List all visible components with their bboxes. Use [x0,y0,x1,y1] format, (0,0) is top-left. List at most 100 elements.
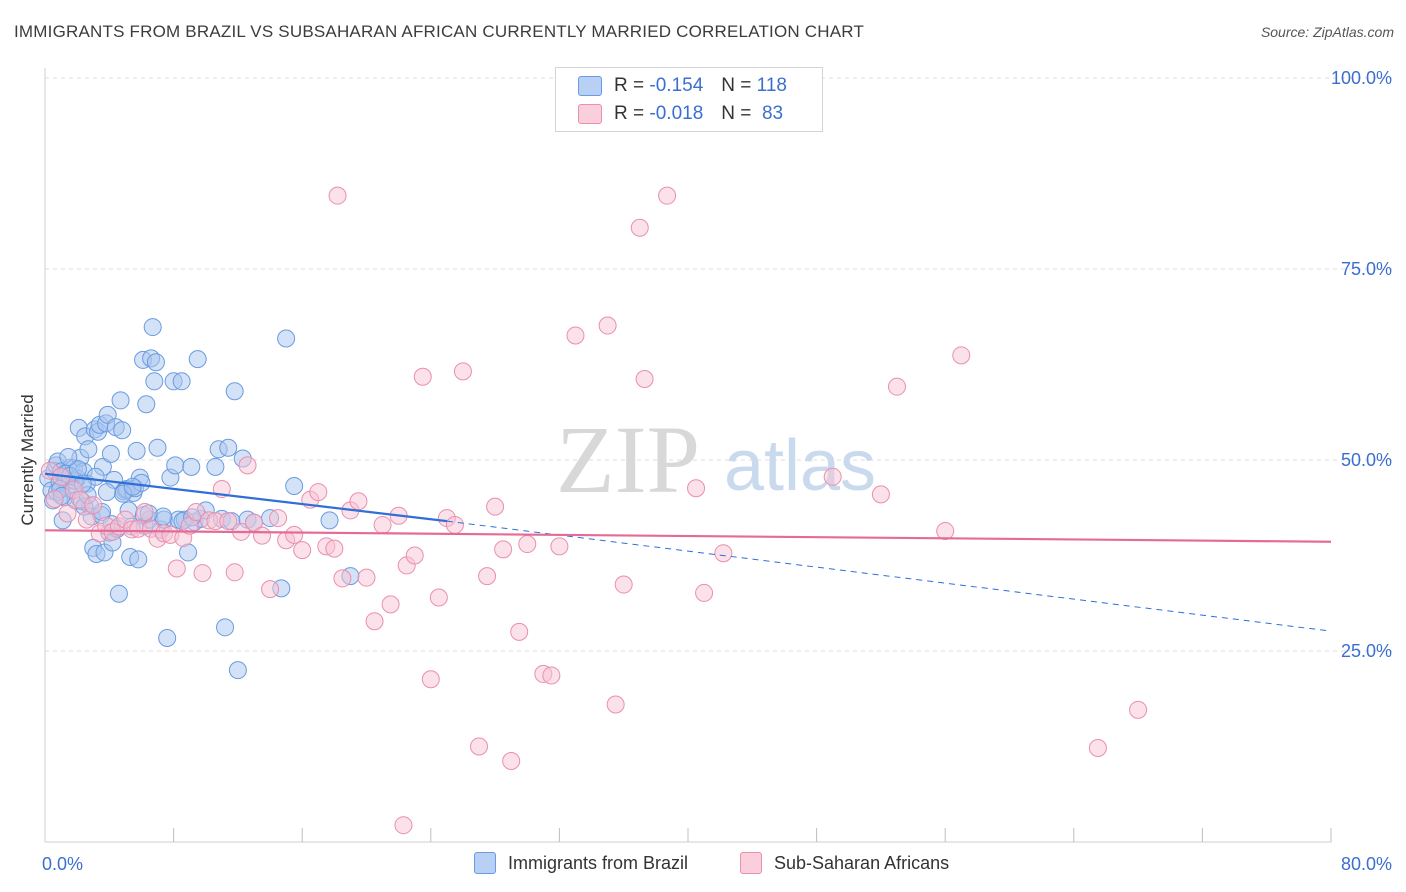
point-african [550,537,569,556]
point-african [405,546,424,565]
point-african [328,186,347,205]
point-brazil [113,421,132,440]
y-tick-label: 100.0% [1331,68,1392,88]
point-brazil [206,457,225,476]
bottom-swatch-pink [740,852,762,874]
point-brazil [59,447,78,466]
point-african [225,563,244,582]
point-african [285,525,304,544]
watermark-zip: ZIP [556,406,700,513]
point-african [658,186,677,205]
point-african [238,456,257,475]
point-brazil [145,372,164,391]
point-african [635,370,654,389]
point-african [187,502,206,521]
point-african [936,522,955,541]
x-tick-label-min: 0.0% [42,854,83,874]
labels-layer: 25.0% 50.0% 75.0% 100.0% 0.0% 80.0% [42,68,1392,874]
point-african [325,539,344,558]
legend-swatch-pink [578,104,602,124]
point-brazil [188,350,207,369]
point-brazil [109,584,128,603]
bottom-legend-brazil-label: Immigrants from Brazil [508,852,689,873]
trend-line-brazil [44,472,448,523]
legend-r-label: R = [614,75,645,96]
point-african [606,695,625,714]
point-brazil [137,395,156,414]
bottom-legend-african[interactable]: Sub-Saharan Africans [740,852,949,874]
legend-r-label: R = [614,103,645,124]
point-brazil [129,550,148,569]
point-brazil [228,661,247,680]
grid-layer [45,77,1392,652]
point-brazil [97,483,116,502]
bottom-swatch-blue [474,852,496,874]
point-brazil [143,318,162,337]
point-brazil [320,511,339,530]
point-brazil [123,477,142,496]
point-african [510,622,529,641]
point-african [421,670,440,689]
chart-title: IMMIGRANTS FROM BRAZIL VS SUBSAHARAN AFR… [14,22,865,41]
point-brazil [79,440,98,459]
legend-n-label: N = [721,103,752,124]
point-african [365,612,384,631]
point-brazil [285,476,304,495]
point-brazil [127,441,146,460]
point-african [566,326,585,345]
point-african [542,666,561,685]
point-african [253,526,272,545]
watermark: ZIP atlas [556,406,876,513]
point-african [357,568,376,587]
point-brazil [146,353,165,372]
point-brazil [101,444,120,463]
point-african [381,595,400,614]
y-tick-label: 25.0% [1341,641,1392,661]
point-african [823,467,842,486]
point-african [518,535,537,554]
point-african [714,544,733,563]
point-brazil [216,618,235,637]
bottom-legend-african-label: Sub-Saharan Africans [774,852,950,873]
point-african [167,559,186,578]
point-african [135,502,154,521]
point-brazil [172,372,191,391]
point-african [494,540,513,559]
legend-r-value-african: -0.018 [649,103,704,124]
point-african [952,346,971,365]
point-african [269,509,288,528]
point-brazil [219,438,238,457]
point-african [614,575,633,594]
point-african [486,497,505,516]
point-african [309,483,328,502]
legend-row-african: R = -0.018 N = 83 [578,102,783,126]
point-african [293,541,312,560]
axis-layer [44,68,1332,843]
point-african [373,515,392,534]
point-african [687,479,706,498]
point-african [219,512,238,531]
point-african [695,583,714,602]
legend-n-value-brazil: 118 [756,75,787,96]
legend-r-value-brazil: -0.154 [649,75,704,96]
bottom-legend: Immigrants from Brazil Sub-Saharan Afric… [0,852,1406,878]
point-african [871,485,890,504]
trend-line-brazil-projection [446,520,1332,632]
point-african [58,504,77,523]
y-axis-label: Currently Married [18,394,37,526]
point-african [45,489,64,508]
bottom-legend-brazil[interactable]: Immigrants from Brazil [474,852,688,874]
point-african [193,564,212,583]
legend-n-label: N = [721,75,752,96]
point-brazil [158,629,177,648]
legend-swatch-blue [578,76,602,96]
legend-row-brazil: R = -0.154 N = 118 [578,74,787,98]
source-label: Source: ZipAtlas.com [1260,24,1394,40]
point-african [478,567,497,586]
point-brazil [182,457,201,476]
point-african [887,377,906,396]
trend-layer [44,472,1332,632]
point-african [453,362,472,381]
point-african [1129,700,1148,719]
